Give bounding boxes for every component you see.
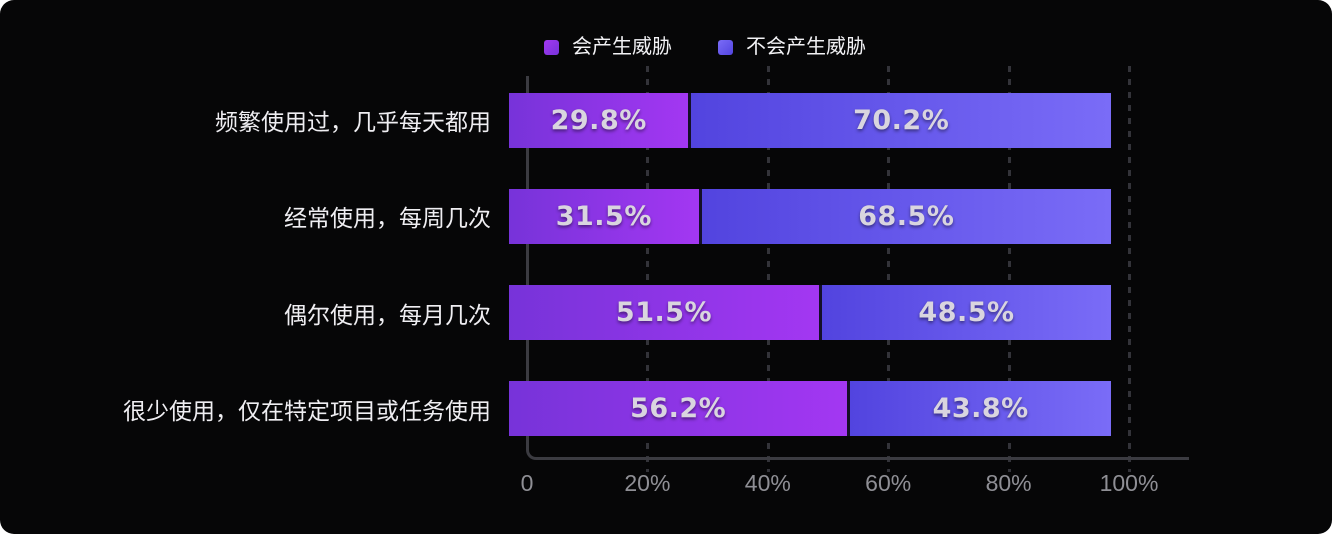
bar-segment-no-threat: 48.5% [819,285,1111,341]
chart-row: 很少使用，仅在特定项目或任务使用 56.2% 43.8% [0,381,1332,437]
stacked-bar: 29.8% 70.2% [509,92,1111,148]
x-tick-label: 100% [1099,470,1159,496]
bar-value-label: 48.5% [918,297,1015,329]
bar-value-label: 51.5% [615,297,713,329]
category-label: 经常使用，每周几次 [284,205,491,232]
bar-segment-threat: 29.8% [509,92,689,148]
bar-value-label: 70.2% [853,104,950,136]
chart-legend: 会产生威胁 不会产生威胁 [544,37,866,57]
bar-value-label: 29.8% [550,104,647,136]
bar-value-label: 56.2% [630,393,727,425]
stacked-bar: 56.2% 43.8% [509,381,1111,437]
x-tick-label: 0 [520,470,534,496]
plot-area [527,66,1131,472]
x-axis-ticks: 0 20% 40% 60% 80% 100% [521,468,1159,498]
chart-row: 频繁使用过，几乎每天都用 29.8% 70.2% [0,92,1332,148]
bar-segment-threat: 56.2% [509,381,848,437]
category-label: 很少使用，仅在特定项目或任务使用 [123,397,491,424]
legend-label: 不会产生威胁 [746,36,866,58]
bar-segment-no-threat: 68.5% [698,188,1111,244]
chart-row: 偶尔使用，每月几次 51.5% 48.5% [0,285,1332,341]
x-tick-label: 60% [865,470,912,496]
bar-segment-threat: 51.5% [509,285,820,341]
bar-segment-no-threat: 70.2% [688,92,1111,148]
category-label: 偶尔使用，每月几次 [284,301,491,328]
gridline [646,66,650,472]
bar-value-label: 31.5% [555,200,652,232]
bar-value-label: 68.5% [858,200,955,232]
stacked-bar: 31.5% 68.5% [509,188,1111,244]
gridline [1007,66,1011,472]
x-tick-label: 40% [744,470,791,496]
bar-segment-threat: 31.5% [509,188,699,244]
legend-item: 会产生威胁 [544,37,672,57]
legend-swatch-icon [718,39,733,55]
gridline [1128,66,1131,472]
bar-value-label: 43.8% [932,393,1029,425]
chart-row: 经常使用，每周几次 31.5% 68.5% [0,188,1332,244]
x-tick-label: 20% [624,470,671,496]
bar-segment-no-threat: 43.8% [847,381,1111,437]
legend-swatch-icon [544,39,559,55]
gridline [887,66,891,472]
legend-item: 不会产生威胁 [718,37,866,57]
chart-rows: 频繁使用过，几乎每天都用 29.8% 70.2% 经常使用，每周几次 31.5% 68.5… [0,72,1332,457]
category-label: 频繁使用过，几乎每天都用 [215,109,491,136]
x-tick-label: 80% [985,470,1032,496]
legend-label: 会产生威胁 [572,36,672,58]
stacked-bar: 51.5% 48.5% [509,285,1111,341]
gridline [766,66,770,472]
